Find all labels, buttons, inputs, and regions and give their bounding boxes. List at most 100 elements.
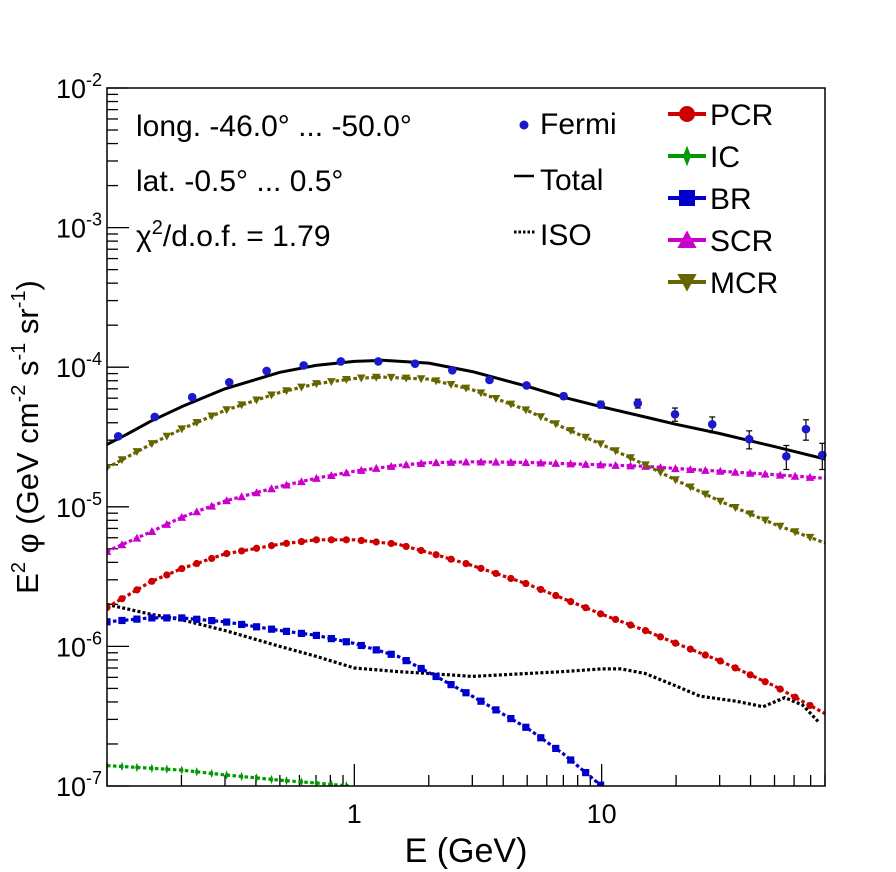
y-tick-labels: 10-7 10-6 10-5 10-4 10-3 10-2 bbox=[56, 70, 102, 802]
marker-mcr bbox=[431, 377, 441, 386]
marker-mcr bbox=[775, 522, 785, 531]
marker-scr bbox=[356, 465, 366, 474]
fermi-point bbox=[187, 392, 197, 402]
marker-scr bbox=[701, 465, 710, 474]
marker-scr bbox=[491, 457, 501, 466]
marker-br bbox=[357, 641, 365, 650]
marker-ic bbox=[224, 770, 229, 780]
marker-pcr bbox=[252, 544, 261, 552]
fermi-point bbox=[224, 377, 234, 387]
marker-mcr bbox=[147, 440, 157, 449]
marker-scr bbox=[536, 458, 546, 467]
marker-mcr bbox=[536, 413, 546, 422]
marker-ic bbox=[209, 768, 214, 779]
marker-mcr bbox=[641, 461, 650, 470]
marker-br bbox=[402, 657, 410, 665]
marker-pcr bbox=[357, 536, 365, 545]
marker-br bbox=[387, 650, 395, 658]
marker-scr bbox=[551, 459, 561, 467]
series-br bbox=[107, 614, 605, 786]
marker-scr bbox=[461, 457, 471, 466]
series-pcr bbox=[107, 536, 825, 716]
marker-mcr bbox=[237, 401, 246, 410]
marker-scr bbox=[611, 460, 620, 469]
legend-iso-label: ISO bbox=[540, 219, 592, 252]
marker-scr bbox=[282, 480, 291, 489]
marker-pcr bbox=[238, 547, 246, 555]
fermi-point bbox=[633, 398, 643, 409]
marker-br bbox=[133, 615, 141, 623]
marker-pcr bbox=[597, 610, 605, 618]
marker-scr bbox=[626, 461, 635, 470]
marker-pcr bbox=[492, 569, 500, 578]
marker-mcr bbox=[386, 373, 396, 382]
legend-scr-label: SCR bbox=[710, 225, 773, 258]
marker-pcr bbox=[282, 539, 291, 547]
marker-pcr bbox=[791, 693, 799, 701]
fermi-point bbox=[299, 361, 308, 370]
marker-pcr bbox=[806, 701, 814, 710]
marker-pcr bbox=[537, 585, 545, 594]
marker-pcr bbox=[417, 546, 425, 555]
marker-mcr bbox=[701, 490, 710, 499]
marker-br bbox=[582, 768, 590, 777]
marker-br bbox=[267, 625, 276, 633]
marker-br bbox=[522, 723, 530, 731]
marker-mcr bbox=[267, 391, 276, 400]
marker-scr bbox=[117, 540, 127, 549]
marker-mcr bbox=[521, 406, 531, 415]
marker-br bbox=[492, 706, 500, 714]
marker-ic bbox=[165, 764, 169, 774]
marker-br bbox=[342, 638, 350, 646]
marker-scr bbox=[237, 492, 246, 501]
marker-mcr bbox=[581, 433, 590, 442]
series-iso bbox=[107, 602, 820, 723]
marker-mcr bbox=[686, 483, 695, 492]
marker-scr bbox=[371, 463, 381, 472]
marker-pcr bbox=[223, 549, 231, 558]
marker-scr bbox=[401, 460, 411, 469]
marker-pcr bbox=[686, 645, 694, 653]
marker-scr bbox=[132, 533, 142, 542]
legend-ic-label: IC bbox=[710, 141, 740, 174]
marker-mcr bbox=[312, 380, 321, 389]
marker-pcr bbox=[731, 664, 739, 672]
marker-pcr bbox=[432, 551, 440, 559]
legend-components: PCR IC BR SCR MCR bbox=[668, 99, 778, 300]
fermi-point bbox=[522, 381, 531, 390]
marker-br bbox=[567, 756, 575, 764]
marker-br bbox=[178, 614, 186, 622]
marker-pcr bbox=[761, 678, 769, 686]
marker-br bbox=[148, 614, 156, 622]
marker-pcr bbox=[107, 603, 111, 612]
marker-mcr bbox=[491, 395, 501, 403]
x-tick-label: 1 bbox=[347, 799, 362, 829]
marker-pcr bbox=[582, 604, 590, 612]
longitude-annotation: long. -46.0° ... -50.0° bbox=[136, 110, 412, 143]
marker-mcr bbox=[476, 389, 486, 398]
marker-mcr bbox=[192, 418, 202, 427]
x-axis-label: E (GeV) bbox=[405, 832, 528, 870]
chi-square-annotation: χ2/d.o.f. = 1.79 bbox=[136, 217, 331, 253]
marker-ic bbox=[344, 781, 349, 786]
legend-fermi: Fermi bbox=[519, 108, 617, 141]
marker-scr bbox=[416, 459, 426, 467]
marker-mcr bbox=[297, 383, 306, 392]
marker-br bbox=[372, 646, 380, 654]
y-tick-label: 10-5 bbox=[56, 489, 102, 523]
marker-pcr bbox=[387, 539, 395, 548]
marker-br bbox=[238, 620, 246, 629]
marker-scr bbox=[521, 458, 531, 466]
marker-mcr bbox=[132, 448, 142, 457]
plot-frame bbox=[106, 87, 826, 787]
marker-mcr bbox=[162, 432, 172, 441]
marker-ic bbox=[284, 776, 289, 786]
y-tick-label: 10-4 bbox=[56, 349, 102, 383]
marker-br bbox=[312, 631, 321, 640]
marker-ic bbox=[269, 774, 274, 785]
marker-scr bbox=[805, 472, 815, 481]
marker-br bbox=[462, 689, 470, 697]
marker-pcr bbox=[716, 657, 724, 665]
marker-scr bbox=[147, 527, 157, 535]
marker-mcr bbox=[626, 454, 635, 463]
